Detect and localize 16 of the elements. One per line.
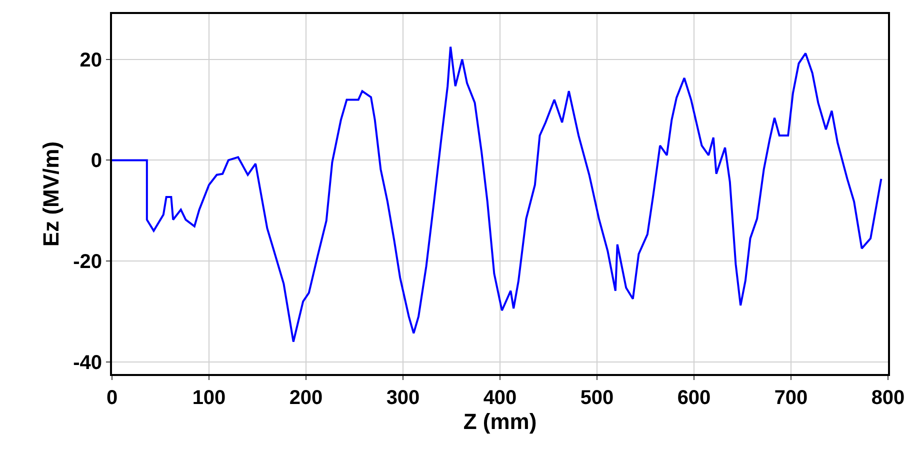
- x-tick-label: 500: [580, 387, 614, 409]
- x-axis-title: Z (mm): [463, 409, 537, 434]
- x-tick-label: 600: [677, 387, 711, 409]
- x-tick-label: 300: [386, 387, 420, 409]
- y-tick-label: -20: [73, 251, 102, 274]
- x-tick-label: 400: [483, 387, 517, 409]
- line-series: [112, 46, 882, 343]
- y-tick-label: -40: [73, 352, 102, 374]
- x-tick-label: 200: [289, 387, 323, 409]
- x-tick-label: 700: [774, 387, 808, 409]
- y-axis-title: Ez (MV/m): [38, 141, 64, 247]
- y-tick-label: 20: [80, 49, 102, 72]
- x-tick-label: 100: [192, 387, 226, 409]
- x-tick-label: 0: [106, 387, 118, 409]
- x-tick-label: 800: [871, 387, 905, 409]
- y-tick-label: 0: [90, 150, 102, 172]
